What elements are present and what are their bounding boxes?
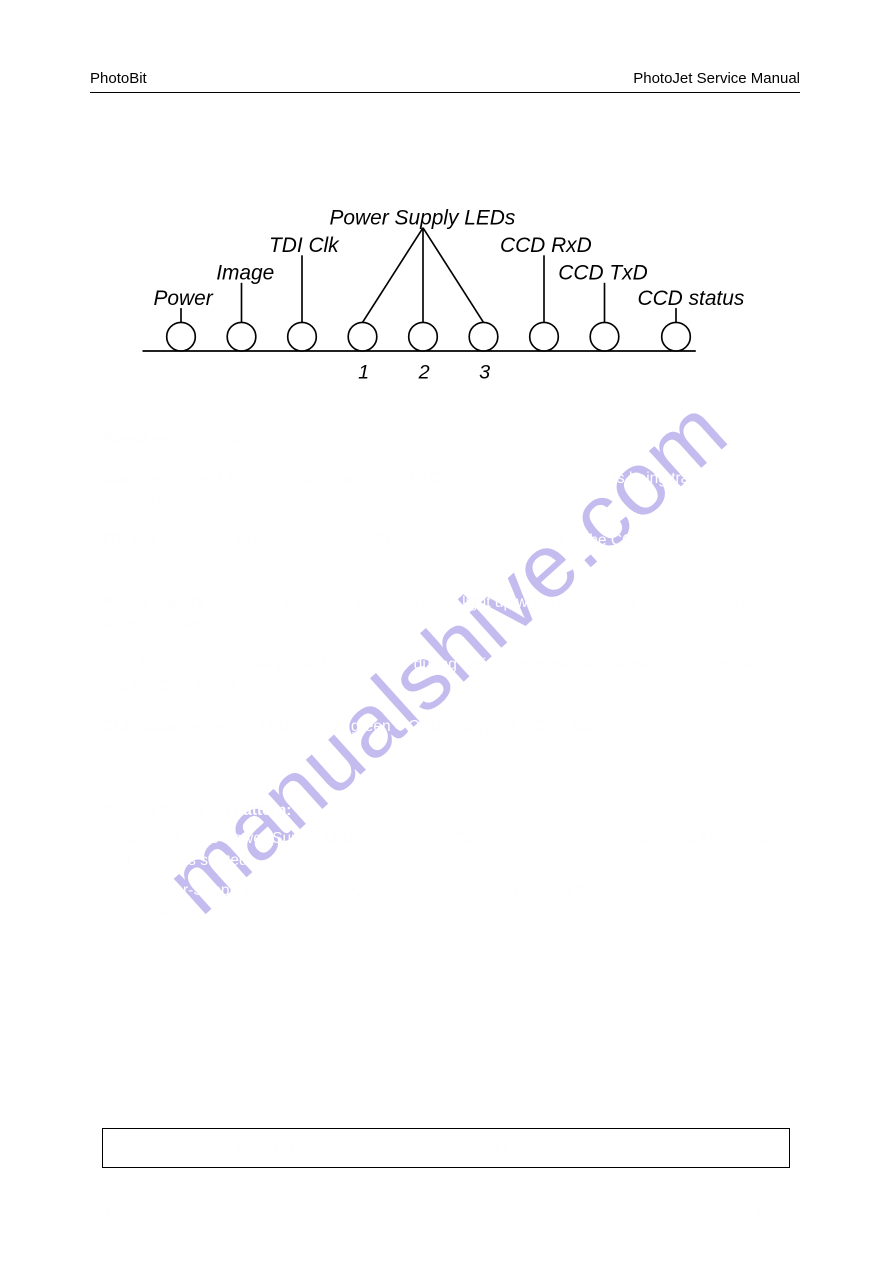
powerleds-line-1: [363, 228, 424, 323]
note-line-2: If any Power-Supply LED is dark, or CCD …: [102, 880, 790, 925]
led-circle-ps1: [348, 322, 377, 351]
para-image-term: Image: [102, 470, 147, 487]
para-powerleds-term: Power Supply LEDs: [102, 594, 248, 611]
para-rxd-txd-term: CCD RxD / CCD TxD: [102, 656, 251, 673]
callout-box: Do not disconnect the CCD ribbon cable w…: [102, 1128, 790, 1168]
para-tdi: TDI Clk — yellow LED, blinks when the TD…: [102, 530, 790, 552]
label-ccd-rxd: CCD RxD: [500, 234, 592, 257]
note-line-1: Power + all three Power-Supply LEDs on s…: [102, 828, 790, 873]
label-tdi-clk: TDI Clk: [269, 234, 340, 257]
page: PhotoBit PhotoJet Service Manual manuals…: [0, 0, 893, 1263]
para-tdi-desc: — yellow LED, blinks when the TDI clock …: [155, 532, 698, 549]
led-circle-txd: [590, 322, 619, 351]
number-1: 1: [358, 362, 369, 384]
footer-right: Rev. B: [756, 1202, 800, 1224]
para-powerleds: Power Supply LEDs — three green LEDs, al…: [102, 592, 790, 637]
para-power: Power — green LED, lights up when the co…: [102, 428, 790, 450]
para-status-desc: — bicolor LED. Steady green = CCD ready;…: [186, 718, 669, 735]
para-image: Image — yellow LED, blinks along with th…: [102, 468, 790, 513]
led-circle-rxd: [530, 322, 559, 351]
para-power-term: Power: [102, 430, 149, 447]
led-circle-ps3: [469, 322, 498, 351]
para-rxd-txd: CCD RxD / CCD TxD — yellow LEDs, flicker…: [102, 654, 790, 699]
label-image: Image: [216, 262, 274, 285]
number-2: 2: [418, 362, 430, 384]
label-power-leds: Power Supply LEDs: [330, 207, 516, 230]
led-circle-tdi: [288, 322, 317, 351]
label-ccd-txd: CCD TxD: [558, 262, 647, 285]
led-circle-power: [167, 322, 196, 351]
para-status: CCD status — bicolor LED. Steady green =…: [102, 716, 790, 738]
header-right: PhotoJet Service Manual: [633, 68, 800, 90]
header-rule: [90, 92, 800, 93]
footer-left: 7-12: [90, 1202, 120, 1224]
para-image-desc: — yellow LED, blinks along with the TDI …: [102, 470, 781, 509]
led-circle-ps2: [409, 322, 438, 351]
label-power: Power: [154, 287, 214, 310]
para-power-desc: — green LED, lights up when the controll…: [149, 430, 532, 447]
note-heading: Normal power-on pattern:: [102, 800, 291, 822]
led-circle-image: [227, 322, 256, 351]
led-diagram: Power Image TDI Clk Power Supply LEDs CC…: [130, 175, 760, 395]
powerleds-line-3: [423, 228, 484, 323]
para-tdi-term: TDI Clk: [102, 532, 155, 549]
header-left: PhotoBit: [90, 68, 147, 90]
para-status-term: CCD status: [102, 718, 186, 735]
label-ccd-status: CCD status: [638, 287, 745, 310]
callout-text: Do not disconnect the CCD ribbon cable w…: [113, 1138, 558, 1160]
led-circle-status: [662, 322, 691, 351]
number-3: 3: [479, 362, 490, 384]
